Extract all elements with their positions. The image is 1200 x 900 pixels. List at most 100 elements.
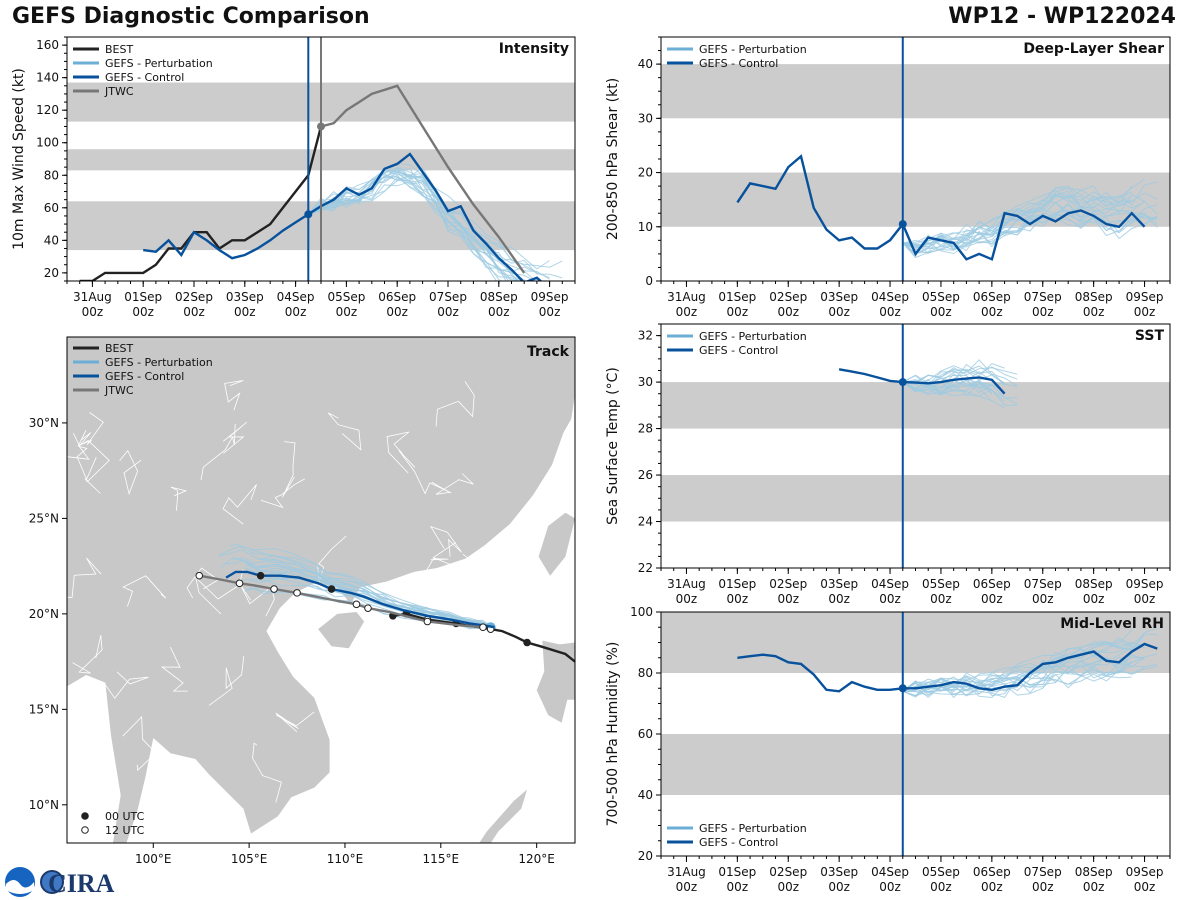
sst-xtick-label: 09Sep	[1126, 577, 1164, 591]
intensity-ytick-label: 160	[36, 38, 59, 52]
sst-perturbation-line	[902, 368, 1005, 389]
track-marker-00utc	[256, 571, 265, 580]
track-marker-legend-12utc	[81, 826, 89, 834]
sst-frame	[660, 323, 1171, 569]
rh-series-gefs-control	[737, 642, 1158, 693]
sst-xtick-label: 00z	[777, 592, 799, 606]
sst-xtick-label: 00z	[879, 592, 901, 606]
track-ytick-label: 25°N	[29, 511, 59, 525]
intensity-xtick-label: 00z	[285, 305, 307, 319]
map-border-line	[275, 711, 315, 732]
intensity-series-jtwc	[320, 84, 526, 274]
shear-legend-label: GEFS - Control	[699, 57, 778, 70]
shear-xtick-label: 09Sep	[1126, 290, 1164, 304]
track-perturbation-line	[250, 578, 495, 628]
intensity-xtick-label: 00z	[437, 305, 459, 319]
shear-plot-area	[661, 64, 1170, 261]
intensity-xtick-label: 09Sep	[531, 290, 569, 304]
map-border-line	[386, 431, 410, 474]
rh-ytick-label: 60	[638, 727, 653, 741]
rh-plot-area	[661, 612, 1170, 795]
map-border-line	[364, 645, 397, 689]
cira-wordmark: CIRA	[48, 869, 115, 898]
map-border-line	[104, 671, 149, 699]
map-border-line	[222, 484, 257, 525]
shear-perturbation-line	[902, 193, 1132, 249]
sst-xtick-label: 07Sep	[1024, 577, 1062, 591]
intensity-legend-label: BEST	[105, 43, 133, 56]
shear-perturbation-line	[902, 185, 1133, 246]
track-marker-12utc	[479, 623, 487, 632]
track-ytick-label: 20°N	[29, 607, 59, 621]
intensity-xtick-label: 00z	[82, 305, 104, 319]
rh-xtick-label: 06Sep	[973, 865, 1011, 879]
sst-band	[661, 475, 1170, 522]
map-land-hainan	[318, 612, 365, 649]
track-perturbation-line	[232, 557, 495, 626]
rh-xtick-label: 07Sep	[1024, 865, 1062, 879]
shear-xtick-label: 00z	[879, 305, 901, 319]
rh-ytick-label: 80	[638, 666, 653, 680]
rh-xtick-label: 00z	[727, 880, 749, 894]
track-legend-label: JTWC	[104, 384, 134, 397]
sst-xtick-label: 04Sep	[871, 577, 909, 591]
map-border-line	[200, 423, 236, 481]
track-ytick-label: 10°N	[29, 798, 59, 812]
shear-title: Deep-Layer Shear	[1023, 41, 1164, 57]
map-border-line	[72, 635, 103, 674]
storm-id: WP12 - WP122024	[948, 4, 1176, 29]
intensity-xtick-label: 00z	[132, 305, 154, 319]
track-ytick-label: 15°N	[29, 702, 59, 716]
intensity-perturbation-line	[307, 174, 503, 281]
shear-xtick-label: 00z	[1032, 305, 1054, 319]
track-marker-12utc	[195, 571, 204, 580]
shear-ytick-label: 10	[638, 220, 653, 234]
intensity-init-marker	[304, 210, 313, 219]
rh-xtick-label: 00z	[828, 880, 850, 894]
rh-xtick-label: 00z	[676, 880, 698, 894]
shear-xtick-label: 00z	[930, 305, 952, 319]
map-border-line	[429, 525, 462, 557]
sst-ytick-label: 32	[638, 329, 653, 343]
sst-xtick-label: 00z	[1032, 592, 1054, 606]
shear-xtick-label: 05Sep	[922, 290, 960, 304]
map-border-line	[72, 432, 97, 481]
sst-ytick-label: 28	[638, 422, 653, 436]
shear-xtick-label: 06Sep	[973, 290, 1011, 304]
sst-xtick-label: 00z	[676, 592, 698, 606]
intensity-perturbation-line	[308, 175, 521, 281]
cira-logo: CIRA	[5, 867, 115, 898]
track-xtick-label: 100°E	[135, 852, 172, 866]
noaa-wave-icon	[6, 880, 34, 894]
rh-ytick-label: 100	[630, 605, 653, 619]
rh-ylabel: 700-500 hPa Humidity (%)	[605, 642, 621, 827]
sst-title: SST	[1135, 328, 1165, 344]
intensity-xtick-label: 00z	[386, 305, 408, 319]
track-marker-12utc	[352, 600, 361, 609]
track-marker-12utc	[293, 589, 301, 597]
rh-xtick-label: 03Sep	[820, 865, 858, 879]
intensity-xtick-label: 00z	[183, 305, 205, 319]
shear-xtick-label: 08Sep	[1075, 290, 1113, 304]
sst-plot-area	[661, 359, 1170, 522]
map-border-line	[252, 742, 282, 803]
rh-perturbation-line	[902, 653, 1145, 698]
rh-legend-label: GEFS - Control	[699, 836, 778, 849]
sst-xtick-label: 00z	[930, 592, 952, 606]
sst-xtick-label: 31Aug	[667, 577, 706, 591]
track-ytick-label: 30°N	[29, 416, 59, 430]
sst-init-marker	[898, 378, 907, 387]
track-perturbation-line	[220, 557, 495, 628]
intensity-series-gefs-control	[143, 152, 543, 281]
shear-panel: 01020304031Aug00z01Sep00z02Sep00z03Sep00…	[605, 36, 1171, 319]
rh-band	[661, 734, 1170, 795]
sst-legend-label: GEFS - Perturbation	[699, 330, 807, 343]
map-border-line	[77, 412, 104, 447]
track-legend-label: BEST	[105, 342, 133, 355]
sst-ytick-label: 30	[638, 375, 653, 389]
map-border-line	[449, 655, 494, 708]
map-border-line	[435, 381, 475, 427]
rh-xtick-label: 05Sep	[922, 865, 960, 879]
intensity-xtick-label: 06Sep	[378, 290, 416, 304]
sst-xtick-label: 00z	[1083, 592, 1105, 606]
